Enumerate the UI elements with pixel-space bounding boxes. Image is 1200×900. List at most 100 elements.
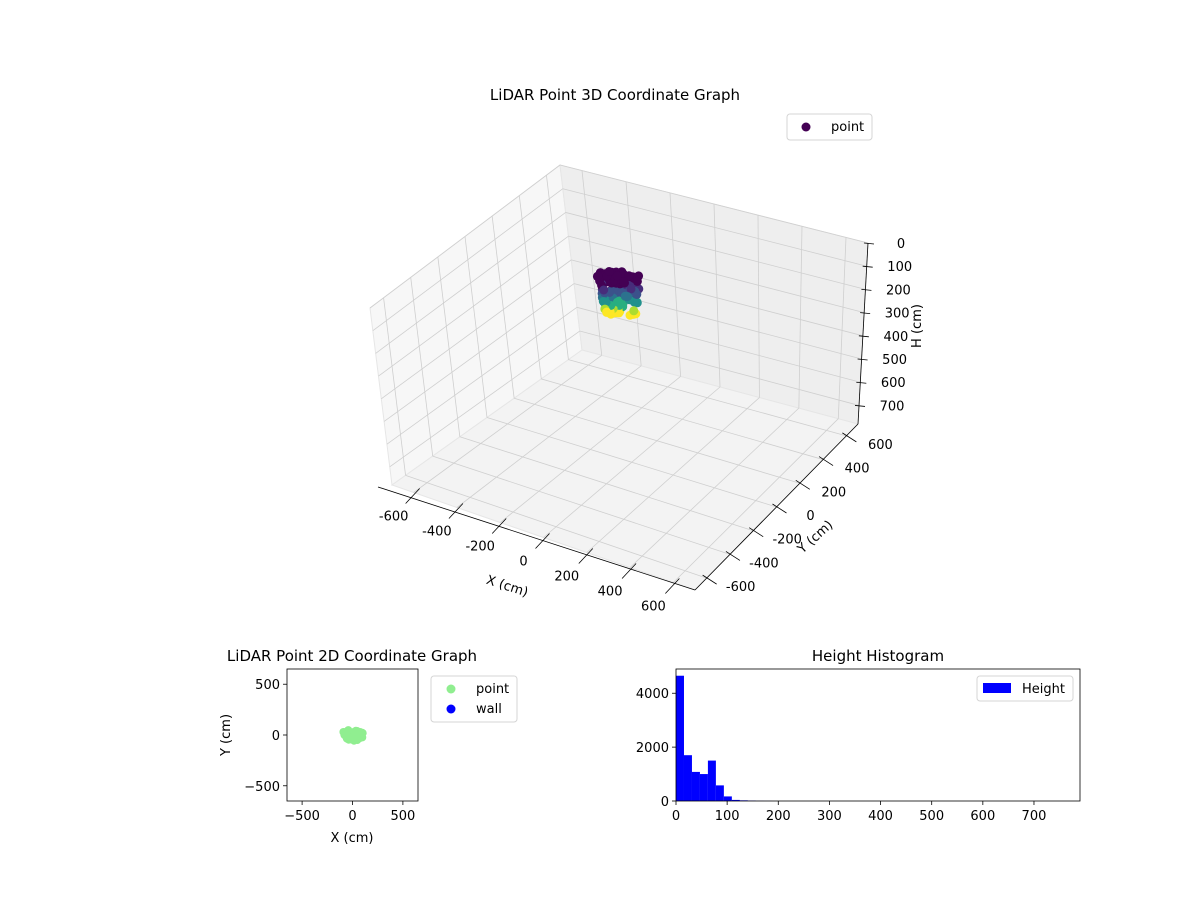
point-3d — [602, 307, 612, 317]
chart-histogram: Height Histogram 0 100 200 300 400 500 600 7000… — [636, 647, 1081, 824]
point-3d — [612, 271, 622, 281]
x-tick-3d — [535, 533, 550, 549]
y-tick-label-hist: 0 — [661, 795, 669, 810]
x-tick-label-3d: 200 — [554, 570, 579, 585]
x-tick-label-2d: −500 — [284, 809, 320, 824]
grid-3d — [369, 164, 869, 583]
histogram-bar — [723, 796, 732, 801]
legend-hist-label: Height — [1022, 682, 1065, 697]
chart3d-title: LiDAR Point 3D Coordinate Graph — [490, 86, 740, 104]
grid-line-z-left — [378, 235, 569, 377]
grid-line-z-left — [381, 259, 572, 400]
grid-line-y — [459, 436, 754, 532]
y-tick-3d — [842, 432, 857, 443]
point-3d — [629, 306, 639, 316]
z-axis-line — [857, 242, 869, 425]
legend-hist-box — [976, 675, 1074, 702]
grid-line-z — [562, 188, 867, 267]
x-tick-3d — [665, 578, 680, 594]
histogram-bar — [683, 755, 692, 801]
point-3d — [613, 297, 622, 307]
z-tick-3d — [857, 358, 868, 361]
x-tick-3d — [405, 488, 420, 504]
legend-2d-label-wall: wall — [476, 702, 502, 717]
grid-line-z-left — [369, 164, 561, 309]
x-tick-label-hist: 100 — [715, 809, 740, 824]
y-tick-label-2d: 500 — [255, 678, 280, 693]
point-3d — [623, 292, 632, 301]
grid-line-z-left — [383, 283, 575, 422]
y-tick-label-3d: -200 — [772, 533, 802, 548]
histogram-bar — [707, 760, 716, 801]
legend-3d-box — [786, 113, 873, 141]
ticks-2d: −500 0 500 −500 0 500 — [244, 678, 415, 824]
x-tick-label-hist: 400 — [868, 809, 893, 824]
grid-line-z-left — [386, 306, 578, 445]
ticks-3d: -600 -400 -200 0 200 400 600 -600 -400 -200 0 200 40… — [379, 237, 912, 615]
y-tick-label-2d: −500 — [244, 780, 280, 795]
grid-line-y — [568, 359, 847, 437]
z-tick-label-3d: 0 — [897, 237, 905, 252]
y-tick-3d — [702, 574, 717, 585]
grid-line-y — [514, 397, 800, 484]
legend-2d-marker-wall — [446, 704, 456, 714]
histogram-bar — [691, 771, 700, 801]
grid-line-z — [579, 330, 860, 406]
legend-2d-label-point: point — [476, 682, 509, 697]
legend-2d[interactable]: point wall — [430, 675, 518, 723]
y-tick-label-3d: -400 — [749, 556, 779, 571]
point-3d — [626, 284, 636, 294]
histogram-bar — [731, 799, 740, 801]
x-tick-3d — [491, 518, 507, 534]
x-axis-label-2d: X (cm) — [331, 831, 374, 846]
z-tick-3d — [856, 381, 867, 384]
z-tick-3d — [862, 265, 873, 268]
grid-line-x-back — [837, 237, 847, 419]
y-tick-3d — [772, 503, 787, 514]
z-tick-3d — [861, 289, 872, 291]
chart-3d: LiDAR Point 3D Coordinate Graph -600 -400… — [369, 86, 925, 615]
x-tick-label-2d: 0 — [348, 809, 356, 824]
grid-line-z — [559, 164, 869, 244]
z-tick-3d — [858, 335, 869, 338]
x-tick-3d — [578, 548, 594, 564]
x-tick-label-3d: -600 — [379, 510, 409, 525]
y-tick-label-3d: -600 — [726, 580, 756, 595]
plot-frame-hist — [675, 668, 1081, 802]
legend-3d-label: point — [831, 120, 864, 135]
hist-title: Height Histogram — [812, 647, 944, 665]
legend-hist-swatch — [983, 683, 1011, 693]
grid-line-x-back — [713, 203, 721, 388]
legend-3d-marker — [801, 122, 811, 132]
x-tick-label-2d: 500 — [390, 809, 415, 824]
x-tick-label-hist: 600 — [970, 809, 995, 824]
grid-line-z — [565, 212, 866, 290]
y-tick-label-2d: 0 — [272, 729, 280, 744]
x-tick-label-hist: 200 — [766, 809, 791, 824]
grid-line-z-left — [372, 188, 564, 332]
z-tick-3d — [863, 242, 875, 245]
y-tick-3d — [748, 527, 764, 538]
point-cluster-3d — [592, 267, 644, 320]
x-tick-label-3d: -200 — [465, 540, 495, 555]
grid-line-y-left — [410, 277, 434, 457]
histogram-bar — [699, 774, 708, 801]
y-tick-3d — [725, 551, 741, 561]
z-tick-label-3d: 200 — [886, 283, 911, 298]
grid-line-x-back — [669, 192, 681, 377]
x-tick-label-3d: -400 — [422, 525, 452, 540]
point-3d — [604, 267, 614, 276]
grid-line-x-back — [581, 170, 603, 356]
y-tick-label-3d: 600 — [868, 438, 893, 453]
grid-line-x-back — [798, 226, 803, 409]
z-tick-label-3d: 100 — [887, 260, 912, 275]
legend-hist[interactable]: Height — [976, 675, 1074, 702]
legend-3d[interactable]: point — [786, 113, 873, 141]
grid-line-y — [541, 378, 824, 460]
y-tick-label-hist: 4000 — [636, 687, 669, 702]
y-tick-label-3d: 400 — [845, 462, 870, 477]
z-axis-label-3d: H (cm) — [910, 304, 925, 348]
point-3d — [632, 276, 642, 286]
x-tick-label-hist: 300 — [817, 809, 842, 824]
